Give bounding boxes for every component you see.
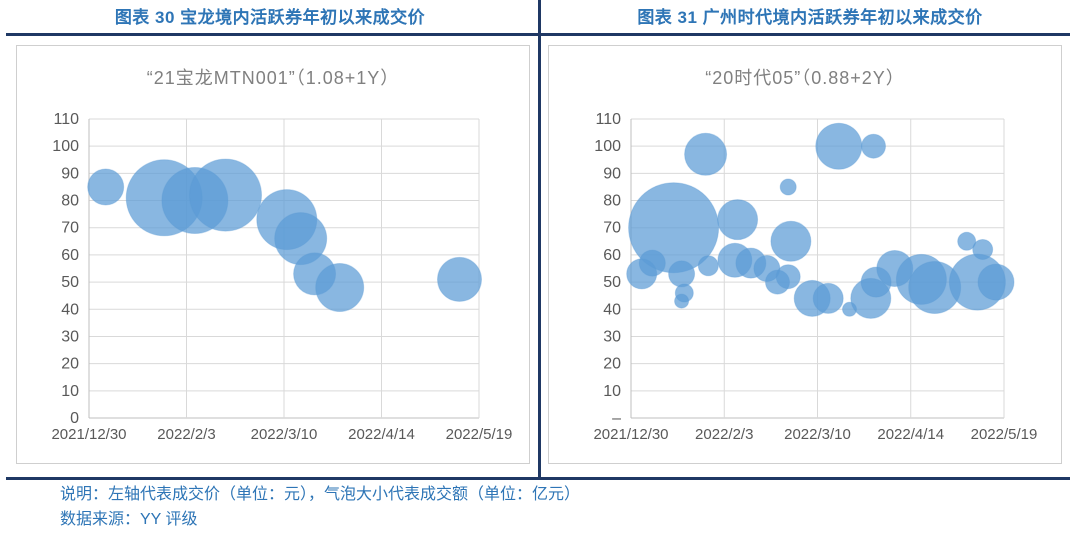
footnote-source: 数据来源：YY 评级 — [60, 511, 198, 528]
footer-rule — [6, 477, 1070, 480]
data-bubble — [957, 231, 977, 251]
x-tick-label: 2022/5/19 — [446, 426, 513, 443]
y-tick-label: 10 — [603, 383, 621, 400]
bubble-chart-baolong: “21宝龙MTN001”（1.08+1Y）1101009080706050403… — [51, 68, 513, 443]
y-tick-label: 110 — [53, 111, 79, 128]
data-bubble — [770, 220, 812, 262]
data-bubble — [315, 263, 365, 312]
chart-title: “20时代05”（0.88+2Y） — [705, 68, 905, 88]
y-tick-label: 70 — [603, 220, 621, 237]
data-bubble — [861, 133, 886, 159]
y-tick-label: 30 — [61, 328, 79, 345]
y-tick-label: 40 — [603, 301, 621, 318]
y-tick-label: 30 — [603, 328, 621, 345]
data-bubble — [638, 249, 666, 277]
x-tick-label: 2022/3/10 — [251, 426, 318, 443]
y-tick-label: 110 — [595, 111, 621, 128]
y-tick-label: 50 — [603, 274, 621, 291]
y-tick-label: 0 — [70, 410, 79, 427]
y-tick-label: 80 — [61, 193, 79, 210]
y-tick-label: 10 — [61, 383, 79, 400]
chart-panel-figure-31: “20时代05”（0.88+2Y） 110 100 90 80 70 60 50 40 30 20 1… — [548, 45, 1062, 464]
data-bubble — [674, 293, 690, 309]
y-tick-label: 50 — [61, 274, 79, 291]
data-bubble — [815, 122, 863, 170]
bubble-chart-times: “20时代05”（0.88+2Y） 110 100 90 80 70 60 50 40 30 20 1… — [593, 68, 1038, 443]
footnote-explanation: 说明：左轴代表成交价（单位：元），气泡大小代表成交额（单位：亿元） — [60, 486, 581, 503]
y-tick-label: 60 — [61, 247, 79, 264]
x-tick-label: 2022/2/3 — [157, 426, 215, 443]
data-bubble — [779, 178, 797, 196]
x-tick-label: 2022/2/3 — [695, 426, 753, 443]
chart-title: “21宝龙MTN001”（1.08+1Y） — [147, 68, 400, 88]
data-bubble — [717, 199, 759, 241]
x-tick-label: 2022/5/19 — [971, 426, 1038, 443]
y-tick-label: 60 — [603, 247, 621, 264]
x-tick-label: 2022/3/10 — [784, 426, 851, 443]
y-tick-label: 90 — [61, 165, 79, 182]
data-bubble — [977, 263, 1015, 301]
data-bubble — [668, 260, 696, 288]
y-tick-label: 20 — [61, 356, 79, 373]
y-tick-label: 90 — [603, 165, 621, 182]
panel-divider — [538, 0, 541, 480]
data-bubble — [684, 132, 728, 176]
data-bubble — [697, 255, 719, 277]
data-bubble — [189, 158, 262, 232]
data-bubble — [812, 282, 844, 314]
y-tick-label: 100 — [594, 138, 621, 155]
y-tick-label: 20 — [603, 356, 621, 373]
figure-31-header: 图表 31 广州时代境内活跃券年初以来成交价 — [637, 8, 983, 27]
x-tick-label: 2021/12/30 — [593, 426, 668, 443]
data-bubble — [437, 256, 482, 302]
x-tick-label: 2022/4/14 — [348, 426, 415, 443]
figure-footnotes: 说明：左轴代表成交价（单位：元），气泡大小代表成交额（单位：亿元） 数据来源：Y… — [60, 482, 580, 532]
y-tick-label: 40 — [61, 301, 79, 318]
x-tick-label: 2021/12/30 — [51, 426, 126, 443]
y-tick-label: 80 — [603, 193, 621, 210]
data-bubble — [87, 168, 125, 206]
y-tick-label: – — [612, 410, 621, 427]
y-tick-label: 100 — [52, 138, 79, 155]
x-tick-label: 2022/4/14 — [877, 426, 944, 443]
y-tick-label: 70 — [61, 220, 79, 237]
chart-panel-figure-30: “21宝龙MTN001”（1.08+1Y） 110 100 90 80 70 60 50 40 3… — [16, 45, 530, 464]
data-bubble — [775, 264, 801, 290]
figure-30-header: 图表 30 宝龙境内活跃券年初以来成交价 — [114, 8, 426, 27]
